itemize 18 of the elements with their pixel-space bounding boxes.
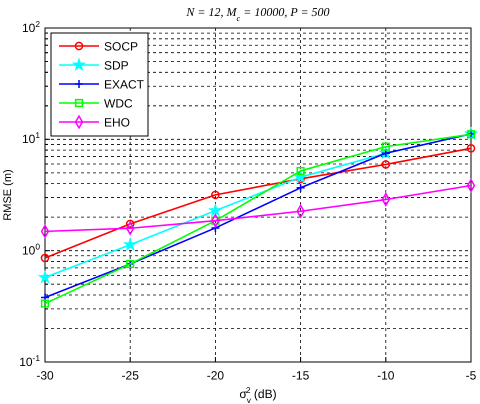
x-axis-title: σ$_{v}$$^{2}$ (dB) (239, 385, 277, 404)
x-tick-label: -30 (36, 368, 54, 383)
y-tick-label: 10$^{-1}$ (19, 352, 40, 369)
x-tick-label: -10 (377, 368, 395, 383)
x-tick-label: -15 (292, 368, 310, 383)
chart-title: N = 12, M$_{c}$ = 10000, P = 500 (185, 5, 330, 22)
legend-label: SDP (104, 58, 129, 72)
x-tick-label: -5 (466, 368, 477, 383)
legend-label: WDC (104, 96, 133, 110)
y-tick-label: 10$^{2}$ (22, 18, 40, 35)
x-tick-label: -20 (206, 368, 224, 383)
y-tick-label: 10$^{0}$ (22, 242, 40, 258)
legend-label: SOCP (104, 40, 138, 54)
x-tick-label: -25 (122, 368, 140, 383)
legend-label: EXACT (104, 78, 145, 92)
y-tick-label: 10$^{1}$ (22, 130, 40, 146)
y-axis-title: RMSE (m) (2, 169, 14, 221)
legend-label: EHO (104, 116, 130, 130)
